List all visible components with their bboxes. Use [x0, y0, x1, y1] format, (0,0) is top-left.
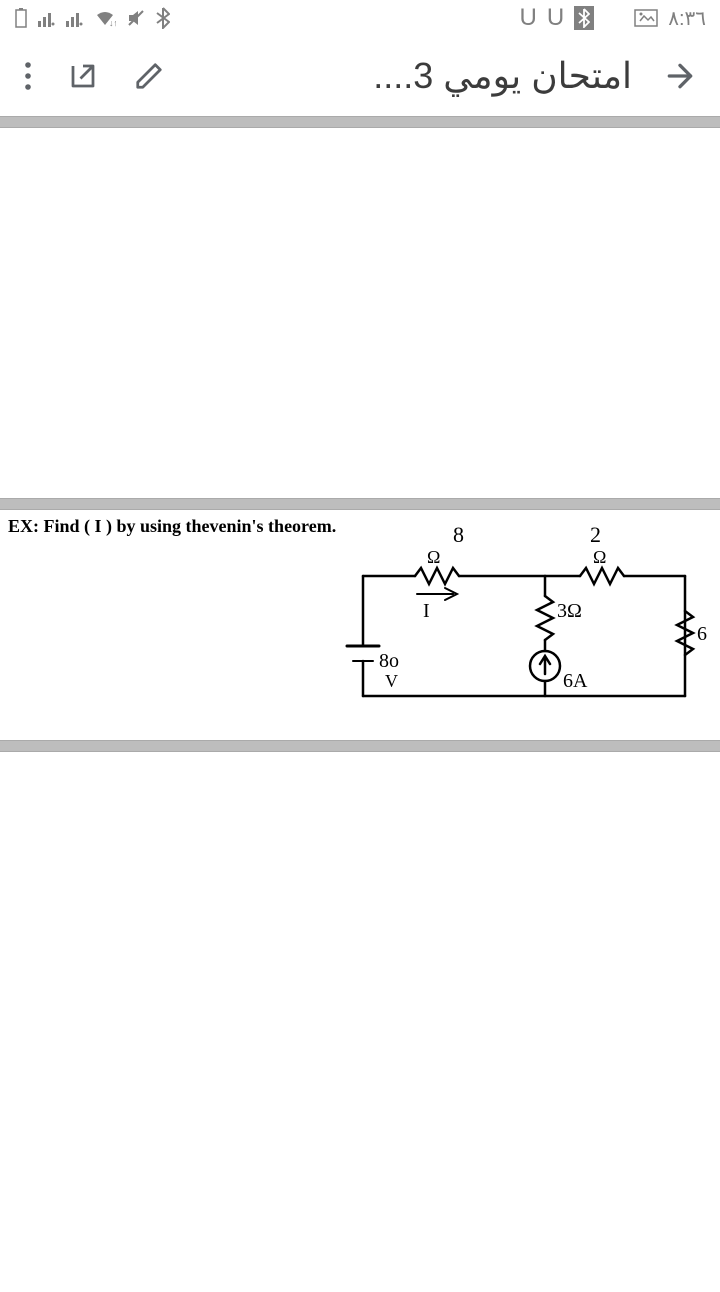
page-gap-1	[0, 498, 720, 510]
mute-icon	[126, 8, 146, 28]
voltage-unit: V	[385, 672, 398, 690]
status-left: ↓↑	[14, 7, 170, 29]
document-page-3	[0, 752, 720, 1292]
back-icon[interactable]	[664, 60, 696, 92]
r2-unit: Ω	[593, 548, 606, 566]
page-gap-2	[0, 740, 720, 752]
problem-text: EX: Find ( I ) by using thevenin's theor…	[8, 516, 336, 537]
circuit-diagram: 8 Ω 2 Ω 3Ω 6 I 8o V 6A	[345, 516, 715, 736]
open-external-icon[interactable]	[68, 61, 98, 91]
signal-icon-2	[66, 9, 84, 27]
r1-unit: Ω	[427, 548, 440, 566]
page-gap-top	[0, 116, 720, 128]
app-bar-actions	[24, 61, 164, 91]
r1-value: 8	[453, 524, 464, 546]
current-i-label: I	[423, 601, 430, 621]
pencil-icon[interactable]	[134, 61, 164, 91]
signal-icon-1	[38, 9, 56, 27]
document-page-1	[0, 128, 720, 498]
bluetooth-icon	[156, 7, 170, 29]
svg-text:↓↑: ↓↑	[109, 18, 116, 27]
voltage-value: 8o	[379, 651, 399, 671]
u-icon-2: U	[547, 4, 564, 32]
document-page-2: EX: Find ( I ) by using thevenin's theor…	[0, 510, 720, 740]
status-right: U U ٨:٣٦	[520, 4, 706, 32]
app-bar-title-group: امتحان يومي 3....	[373, 55, 696, 97]
status-bar: ↓↑ U U ٨:٣٦	[0, 0, 720, 36]
app-bar: امتحان يومي 3....	[0, 36, 720, 116]
u-icon-1: U	[520, 4, 537, 32]
battery-icon	[14, 8, 28, 28]
r4-value: 6	[697, 624, 707, 644]
content-area[interactable]: EX: Find ( I ) by using thevenin's theor…	[0, 116, 720, 1280]
status-time: ٨:٣٦	[668, 6, 706, 31]
wifi-icon: ↓↑	[94, 9, 116, 27]
r3-value: 3Ω	[557, 601, 582, 621]
page-title: امتحان يومي 3....	[373, 55, 632, 97]
r2-value: 2	[590, 524, 601, 546]
screenshot-icon	[634, 9, 658, 27]
current-source-value: 6A	[563, 671, 587, 691]
more-icon[interactable]	[24, 61, 32, 91]
bluetooth-active-icon	[574, 6, 594, 30]
